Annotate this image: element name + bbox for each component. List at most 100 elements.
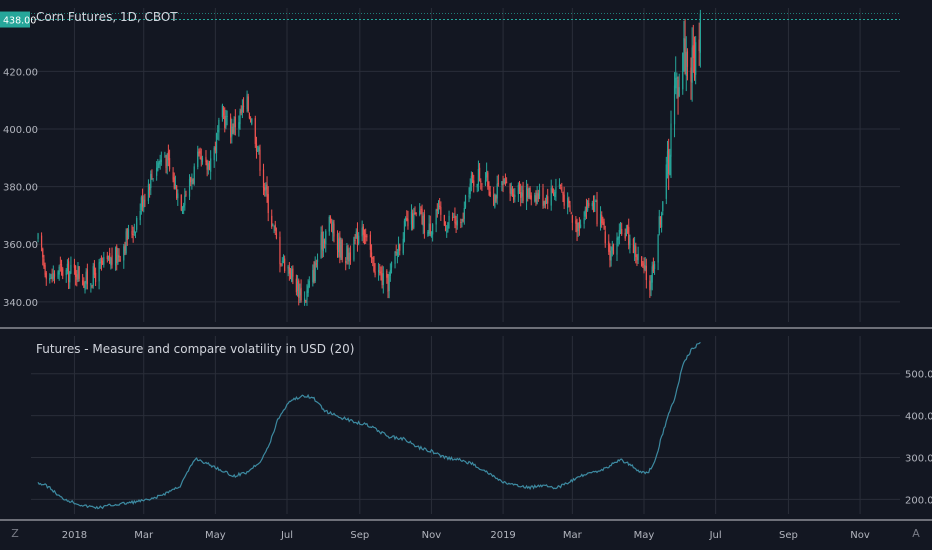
candle <box>90 283 92 293</box>
candle <box>469 178 471 199</box>
candle <box>380 266 382 281</box>
candle <box>300 279 302 303</box>
candle <box>320 226 322 259</box>
candle <box>239 108 241 130</box>
candle <box>486 162 488 182</box>
candle <box>609 243 611 268</box>
candle <box>637 246 639 264</box>
candle <box>363 229 366 245</box>
candle <box>494 193 496 209</box>
candle <box>437 200 440 215</box>
candle <box>611 240 613 257</box>
candle <box>421 204 423 225</box>
candle <box>675 56 677 95</box>
auto-scale-label: A <box>912 527 920 540</box>
candle <box>579 219 582 229</box>
candle <box>131 225 133 239</box>
candle <box>691 27 693 102</box>
candle <box>165 154 167 174</box>
candle <box>394 251 396 269</box>
price-tick-label: 380.00 <box>3 183 38 194</box>
candle <box>374 263 376 278</box>
candle <box>313 261 315 284</box>
candle <box>172 167 174 183</box>
candle <box>625 224 627 237</box>
candle <box>273 225 275 234</box>
candle <box>662 201 664 216</box>
candle <box>610 246 612 267</box>
candle <box>379 264 381 276</box>
candle <box>222 105 225 120</box>
candle <box>291 265 293 283</box>
candle <box>271 209 273 229</box>
candle <box>403 218 406 243</box>
candle <box>73 258 76 275</box>
candle <box>487 170 489 190</box>
volatility-axis[interactable]: 200.00 300.00 400.00 500.00 <box>905 370 932 507</box>
candle <box>587 199 589 212</box>
candle <box>668 138 670 190</box>
candle <box>174 175 177 190</box>
price-axis[interactable]: 340.00 360.00 380.00 400.00 420.00 <box>3 67 38 308</box>
candle <box>199 147 201 160</box>
candle <box>525 179 528 211</box>
candle <box>60 259 63 276</box>
candle <box>40 232 43 252</box>
candle <box>650 275 652 297</box>
candle <box>240 105 242 116</box>
candle <box>340 237 342 261</box>
candle <box>440 201 442 222</box>
candle <box>520 183 522 207</box>
candle <box>493 186 495 207</box>
candle <box>542 183 544 209</box>
candle <box>698 22 700 66</box>
candle <box>484 172 487 187</box>
candle <box>136 215 138 233</box>
candle <box>481 182 483 191</box>
candle <box>62 266 64 280</box>
candle <box>588 197 590 208</box>
time-tick-label: May <box>205 530 226 541</box>
candle <box>69 270 71 289</box>
candle <box>534 192 536 203</box>
candle <box>693 36 696 81</box>
time-tick-label: Sep <box>350 530 369 541</box>
auto-scale-button[interactable]: A <box>912 527 920 540</box>
candle <box>602 216 604 226</box>
candle <box>455 215 457 233</box>
candle <box>594 195 596 213</box>
candle <box>470 171 472 192</box>
candle <box>106 251 108 263</box>
candle <box>292 265 294 285</box>
candle <box>213 146 215 168</box>
candle <box>259 144 261 177</box>
candle <box>323 238 326 249</box>
time-grid <box>73 8 861 514</box>
zoom-button[interactable]: Z <box>11 527 19 540</box>
candle <box>514 188 516 203</box>
candle <box>645 258 647 289</box>
candle <box>151 169 153 180</box>
candle <box>462 212 464 223</box>
candle <box>93 260 96 279</box>
candle <box>139 203 141 226</box>
candle <box>287 264 289 277</box>
candle <box>78 266 80 282</box>
candle <box>111 247 113 269</box>
candle <box>168 149 171 172</box>
candle <box>410 204 413 231</box>
time-tick-label: Mar <box>134 530 154 541</box>
candle <box>692 24 694 73</box>
candle <box>345 257 347 271</box>
candle <box>405 216 407 227</box>
candle <box>98 259 100 290</box>
candle <box>361 220 363 242</box>
candle <box>446 225 448 238</box>
time-axis[interactable]: 2018 Mar May Jul Sep Nov 2019 Mar May Jul Sep Nov <box>62 530 870 541</box>
candle <box>353 236 355 262</box>
candle <box>601 211 603 228</box>
candle <box>198 148 200 157</box>
candle <box>456 213 458 230</box>
candle <box>521 185 523 204</box>
